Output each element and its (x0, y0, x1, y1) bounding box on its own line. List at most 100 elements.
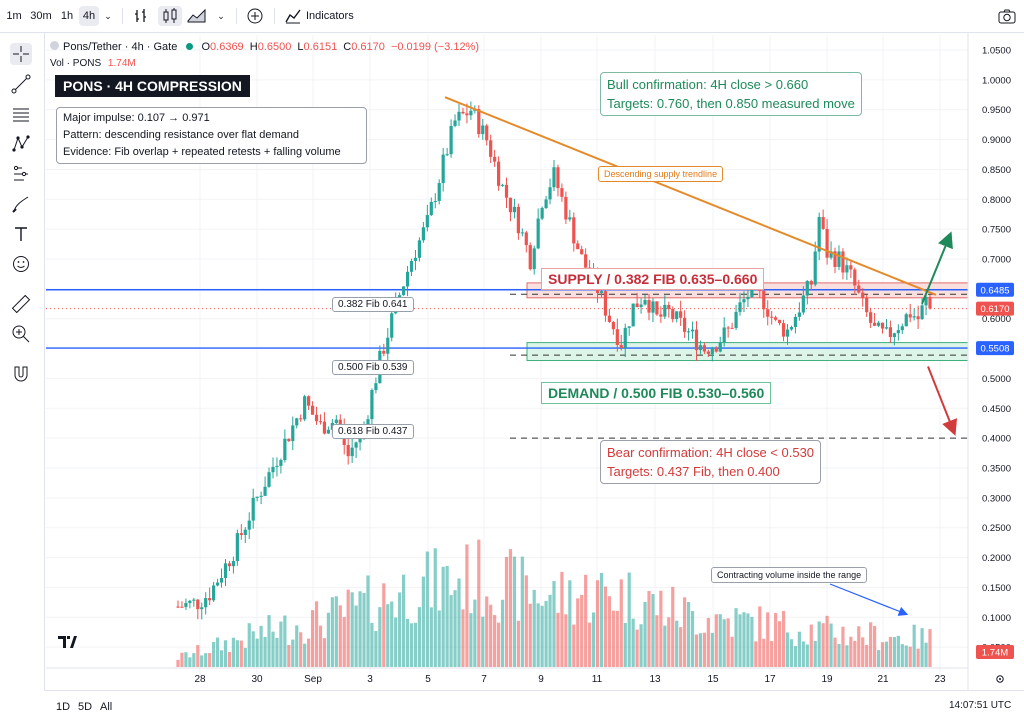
high-label: H (249, 41, 258, 53)
candle-body (623, 327, 627, 349)
indicators-icon[interactable] (283, 6, 303, 26)
magnet-icon[interactable] (10, 363, 32, 385)
volume-bar (548, 594, 552, 667)
symbol-title[interactable]: Pons/Tether · 4h · Gate (63, 41, 178, 53)
price-label-text: 0.6170 (980, 304, 1009, 315)
candle-body (267, 472, 271, 487)
volume-bar (623, 622, 627, 667)
candle-body (912, 316, 916, 318)
symbol-dot-icon (50, 41, 59, 50)
volume-bar (667, 617, 671, 667)
candle-body (552, 167, 556, 188)
candle-body (441, 154, 445, 184)
zoom-in-icon[interactable] (10, 323, 32, 345)
bar-chart-icon[interactable] (131, 6, 151, 26)
text-tool-icon[interactable] (10, 223, 32, 245)
chevron-down-icon[interactable]: ⌄ (104, 11, 112, 21)
volume-bar (770, 640, 774, 667)
candle-body (781, 323, 786, 337)
volume-bar (417, 607, 422, 667)
candle-body (259, 495, 263, 497)
y-tick-label: 0.9500 (982, 105, 1011, 116)
candle-body (235, 533, 239, 562)
candle-body (718, 342, 722, 352)
volume-bar (599, 572, 604, 667)
candle-body (734, 311, 738, 328)
candle-body (635, 303, 639, 308)
timeframe-4h[interactable]: 4h (79, 6, 99, 26)
volume-bar (437, 610, 441, 667)
candlestick-icon[interactable] (158, 6, 182, 26)
close-label: C (343, 41, 352, 53)
candle-body (421, 227, 425, 241)
area-chart-icon[interactable] (186, 6, 208, 26)
volume-bar (928, 629, 932, 667)
candle-body (453, 120, 457, 126)
volume-bar (845, 645, 849, 667)
drawing-toolbar (0, 33, 45, 722)
volume-bar (631, 618, 635, 667)
volume-bar (576, 598, 580, 667)
volume-bar (762, 638, 766, 667)
emoji-icon[interactable] (10, 253, 32, 275)
volume-bar (663, 625, 667, 667)
volume-bar (469, 613, 473, 667)
candle-body (663, 304, 667, 317)
ruler-icon[interactable] (10, 293, 32, 315)
pattern-tool-icon[interactable] (10, 133, 32, 155)
timeframe-1m[interactable]: 1m (6, 10, 22, 22)
candle-body (496, 161, 501, 186)
candle-body (417, 240, 422, 258)
candle-body (667, 304, 671, 310)
indicators-button[interactable]: Indicators (306, 10, 354, 22)
forecast-tool-icon[interactable] (10, 163, 32, 185)
volume-label[interactable]: Vol · PONS (50, 58, 102, 69)
volume-bar (322, 638, 327, 667)
volume-bar (912, 624, 916, 667)
volume-bar (291, 639, 295, 667)
range-all[interactable]: All (100, 701, 113, 713)
trendline-tool-icon[interactable] (10, 73, 32, 95)
candle-body (560, 188, 564, 197)
range-5d[interactable]: 5D (78, 701, 93, 713)
candle-body (512, 206, 517, 213)
horizontal-lines-icon[interactable] (10, 103, 32, 125)
y-tick-label: 1.0000 (982, 75, 1011, 86)
volume-bar (888, 636, 893, 667)
candle-body (334, 419, 338, 423)
volume-bar (402, 574, 406, 667)
add-compare-icon[interactable] (244, 6, 266, 26)
volume-bar (473, 599, 477, 667)
candle-body (726, 327, 730, 329)
timeframe-30m[interactable]: 30m (30, 10, 52, 22)
candle-body (675, 311, 679, 320)
volume-bar (219, 650, 224, 667)
volume-bar (726, 618, 730, 667)
volume-bar (805, 644, 809, 667)
y-tick-label: 0.1000 (982, 613, 1011, 624)
range-1d[interactable]: 1D (56, 701, 71, 713)
camera-icon[interactable] (996, 6, 1018, 26)
utc-clock[interactable]: 14:07:51 UTC (949, 700, 1012, 711)
volume-bar (833, 637, 837, 667)
candle-body (243, 529, 247, 535)
volume-bar (441, 566, 445, 667)
candle-body (568, 217, 572, 220)
candle-body (611, 321, 615, 330)
candle-body (204, 598, 208, 608)
brush-icon[interactable] (10, 193, 32, 215)
volume-bar (837, 643, 841, 667)
candle-body (437, 183, 441, 201)
timeframe-1h[interactable]: 1h (60, 10, 74, 22)
settings-gear-icon[interactable] (994, 673, 1006, 685)
crosshair-icon[interactable] (10, 43, 32, 65)
volume-bar (659, 590, 663, 667)
candle-body (223, 563, 228, 578)
candle-body (793, 316, 798, 328)
candle-body (853, 269, 857, 286)
volume-bar (342, 617, 346, 667)
candle-body (366, 419, 370, 427)
chevron-down-icon[interactable]: ⌄ (217, 11, 225, 21)
volume-bar (386, 604, 390, 667)
